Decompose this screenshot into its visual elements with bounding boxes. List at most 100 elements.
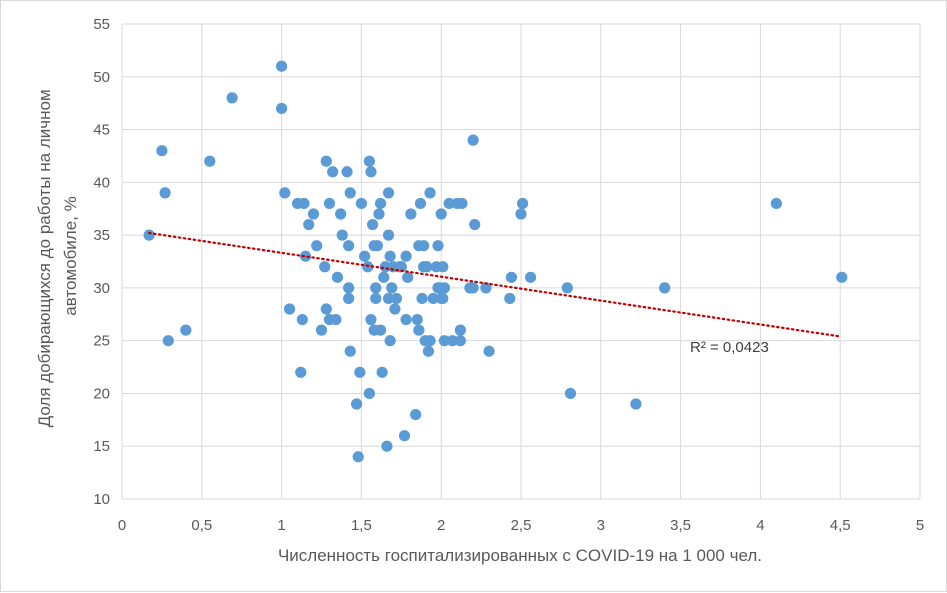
x-axis-title: Численность госпитализированных с COVID-… — [278, 546, 762, 565]
y-tick-label: 55 — [93, 16, 110, 33]
data-points — [143, 60, 848, 463]
scatter-point — [299, 250, 312, 262]
scatter-point — [389, 303, 401, 315]
scatter-point — [382, 229, 395, 241]
scatter-point — [524, 271, 537, 283]
scatter-point — [384, 335, 396, 347]
scatter-point — [351, 398, 363, 410]
scatter-point — [298, 197, 310, 210]
scatter-point — [483, 345, 495, 357]
scatter-point — [315, 324, 328, 336]
scatter-point — [504, 292, 516, 305]
scatter-point — [226, 92, 238, 104]
x-tick-label: 0,5 — [191, 517, 212, 534]
x-tick-label: 4 — [756, 517, 764, 534]
scatter-point — [438, 335, 450, 347]
scatter-point — [515, 208, 527, 220]
r-squared-label: R² = 0,0423 — [690, 339, 769, 356]
scatter-point — [279, 187, 291, 199]
x-tick-label: 5 — [916, 517, 924, 534]
scatter-point — [341, 166, 353, 178]
scatter-point — [162, 335, 174, 347]
scatter-point — [516, 197, 529, 210]
x-tick-label: 1,5 — [351, 517, 372, 534]
scatter-point — [480, 282, 492, 294]
scatter-point — [376, 366, 388, 378]
scatter-point — [344, 345, 356, 357]
grid-lines — [121, 23, 921, 500]
scatter-point — [143, 229, 155, 241]
scatter-point — [296, 313, 308, 326]
y-axis-title: Доля добирающихся до работы на личном ав… — [35, 85, 80, 428]
scatter-point — [363, 155, 375, 167]
scatter-point — [418, 240, 430, 252]
scatter-point — [159, 187, 171, 199]
scatter-point — [402, 271, 414, 283]
scatter-point — [358, 250, 371, 262]
scatter-point — [384, 250, 396, 262]
scatter-point — [382, 292, 395, 305]
scatter-point — [323, 197, 336, 210]
scatter-point — [180, 324, 192, 336]
scatter-point — [836, 271, 848, 283]
scatter-point — [405, 208, 417, 220]
scatter-point — [437, 292, 449, 305]
scatter-point — [276, 102, 288, 115]
y-axis-title-line-2: автомобиле, % — [61, 196, 80, 315]
scatter-point — [437, 261, 449, 273]
y-tick-label: 30 — [93, 280, 110, 297]
y-tick-label: 50 — [93, 69, 110, 86]
scatter-point — [295, 366, 307, 378]
y-tick-label: 20 — [93, 385, 110, 402]
scatter-point — [416, 292, 428, 305]
x-tick-label: 3,5 — [670, 517, 691, 534]
x-tick-label: 2,5 — [511, 517, 532, 534]
scatter-point — [630, 398, 642, 410]
scatter-point — [370, 292, 382, 305]
scatter-point — [770, 197, 782, 210]
scatter-point — [564, 387, 577, 400]
scatter-point — [454, 324, 466, 336]
scatter-point — [398, 430, 411, 442]
scatter-point — [422, 345, 435, 357]
scatter-point — [371, 240, 383, 252]
tick-labels: 10 15 20 25 30 35 40 45 50 55 0 0,5 1 1,5 2 2,5 3 3,5 4 4,5… — [93, 16, 924, 534]
scatter-point — [454, 335, 466, 347]
trendline — [148, 231, 842, 338]
y-tick-label: 35 — [93, 227, 110, 244]
scatter-point — [373, 208, 385, 220]
scatter-point — [411, 313, 423, 326]
scatter-point — [352, 451, 364, 463]
scatter-point — [276, 60, 288, 72]
scatter-point — [659, 282, 671, 294]
scatter-point — [370, 282, 382, 294]
y-tick-label: 10 — [93, 491, 110, 508]
x-tick-label: 3 — [597, 517, 605, 534]
scatter-point — [443, 197, 455, 210]
y-tick-label: 15 — [93, 438, 110, 455]
scatter-point — [424, 335, 436, 347]
scatter-point — [283, 303, 296, 315]
scatter-point — [467, 282, 479, 294]
x-tick-label: 1 — [277, 517, 285, 534]
scatter-point — [204, 155, 216, 167]
y-tick-label: 45 — [93, 122, 110, 139]
scatter-point — [355, 197, 367, 210]
scatter-point — [561, 282, 573, 294]
scatter-point — [354, 366, 366, 378]
scatter-point — [336, 229, 348, 241]
x-tick-label: 4,5 — [830, 517, 851, 534]
scatter-point — [303, 218, 315, 231]
scatter-point — [366, 218, 379, 231]
y-tick-label: 40 — [93, 174, 110, 191]
scatter-point — [374, 324, 387, 336]
scatter-point — [330, 313, 342, 326]
scatter-point — [446, 335, 458, 347]
scatter-point — [424, 187, 436, 199]
scatter-point — [156, 145, 168, 157]
y-axis-title-line-1: Доля добирающихся до работы на личном — [35, 89, 54, 427]
scatter-point — [320, 155, 332, 167]
scatter-point — [427, 292, 439, 305]
